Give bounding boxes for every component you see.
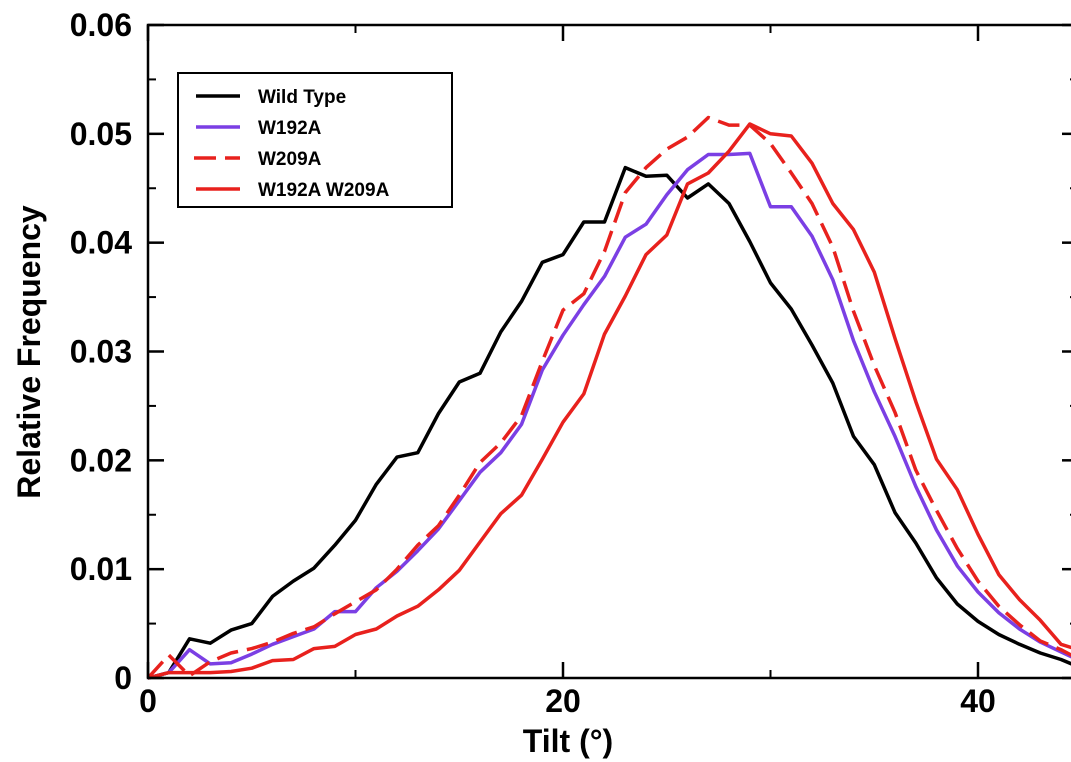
- series-layer: [148, 115, 1071, 680]
- y-tick-label: 0.06: [70, 7, 132, 43]
- ticks-layer: 0 0.01 0.02 0.03 0.04 0.05 0.06 0 20 40: [70, 7, 1071, 719]
- series-line-3: [148, 122, 1071, 680]
- legend: Wild Type W192A W209A W192A W209A: [177, 72, 453, 208]
- y-tick-label: 0.01: [70, 551, 132, 587]
- series-line-1: [148, 151, 1071, 680]
- y-axis-title: Relative Frequency: [11, 205, 47, 499]
- legend-label-2: W209A: [258, 149, 322, 170]
- y-tick-label: 0: [114, 660, 132, 696]
- x-axis-title: Tilt (°): [523, 723, 613, 759]
- series-line-2: [148, 115, 1071, 680]
- legend-label-1: W192A: [258, 118, 322, 139]
- x-tick-label: 0: [139, 683, 157, 719]
- series-line-0: [148, 165, 1071, 680]
- y-tick-label: 0.05: [70, 116, 132, 152]
- y-tick-label: 0.02: [70, 442, 132, 478]
- legend-label-0: Wild Type: [258, 87, 346, 108]
- x-tick-label: 20: [545, 683, 581, 719]
- x-tick-label: 40: [960, 683, 996, 719]
- y-tick-label: 0.03: [70, 334, 132, 370]
- y-tick-label: 0.04: [70, 225, 132, 261]
- legend-label-3: W192A W209A: [258, 180, 390, 201]
